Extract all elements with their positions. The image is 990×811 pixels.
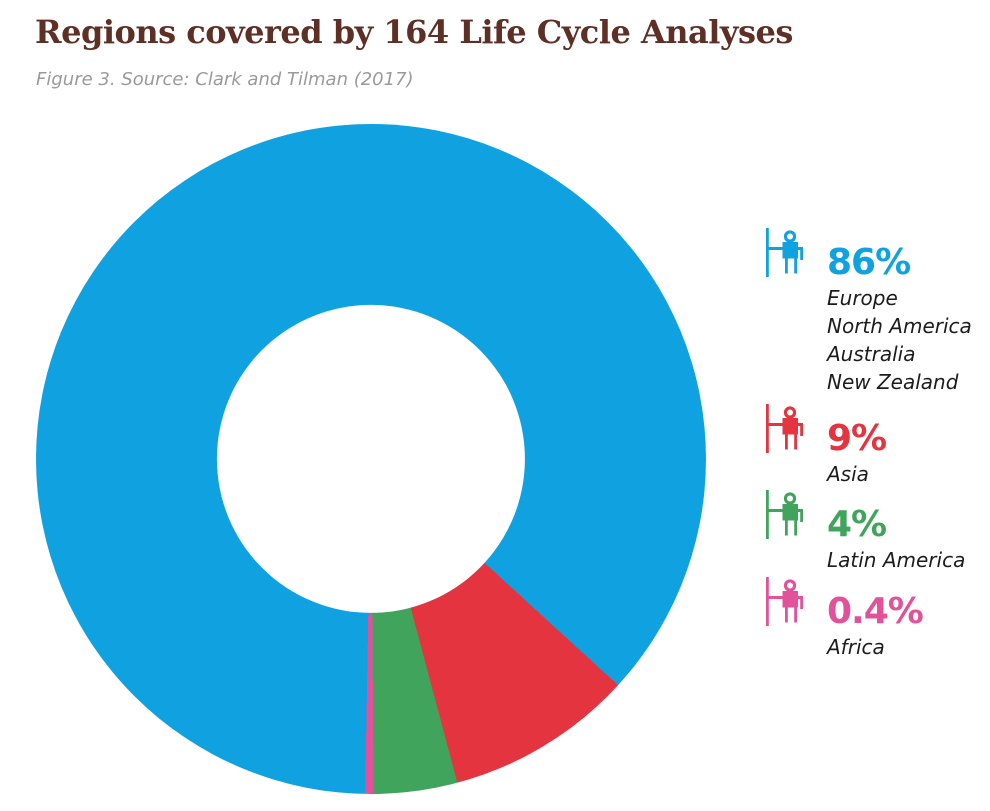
- donut-chart: [36, 124, 706, 794]
- legend-text-block: 86% Europe North America Australia New Zeal…: [827, 244, 972, 396]
- chart-title: Regions covered by 164 Life Cycle Analys…: [35, 13, 793, 51]
- legend-percent: 0.4%: [827, 591, 924, 632]
- donut-hole: [216, 304, 526, 614]
- chart-source-caption: Figure 3. Source: Clark and Tilman (2017…: [36, 69, 414, 90]
- legend-item-europe-group: 86% Europe North America Australia New Zeal…: [763, 228, 972, 396]
- person-flag-icon: [763, 228, 803, 277]
- person-flag-icon: [763, 404, 803, 453]
- legend-percent: 9%: [827, 418, 887, 459]
- legend-item-asia: 9% Asia: [763, 404, 887, 488]
- legend-item-africa: 0.4% Africa: [763, 577, 924, 661]
- legend-percent: 4%: [827, 504, 887, 545]
- legend-text-block: 4% Latin America: [827, 506, 965, 574]
- person-flag-icon: [763, 490, 803, 539]
- legend-percent: 86%: [827, 242, 911, 283]
- legend-region-list: Asia: [827, 462, 869, 486]
- legend-text-block: 0.4% Africa: [827, 591, 924, 661]
- legend-text-block: 9% Asia: [827, 418, 887, 488]
- legend-region-list: Europe North America Australia New Zealand: [827, 286, 972, 394]
- legend-region-list: Latin America: [827, 548, 966, 572]
- person-flag-icon: [763, 577, 803, 626]
- legend-region-list: Africa: [827, 635, 885, 659]
- legend-item-latin-america: 4% Latin America: [763, 490, 965, 574]
